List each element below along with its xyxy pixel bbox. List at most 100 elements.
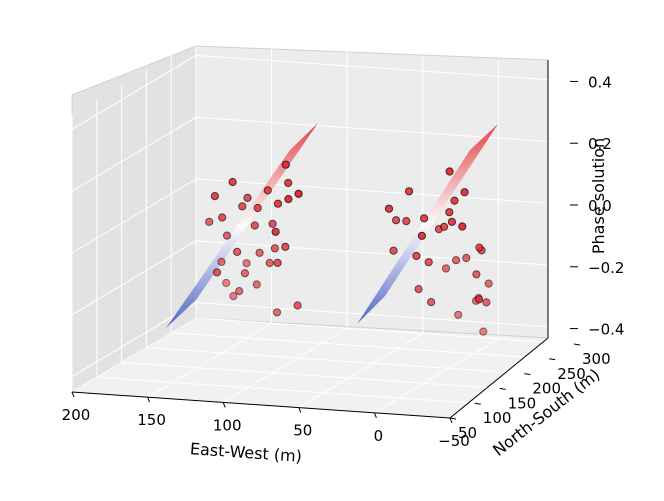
point-0-18 (273, 199, 283, 208)
x-axis-ticks: 200 150 100 50 0 −50 (62, 391, 470, 450)
point-0-16 (253, 203, 262, 213)
point-0-21 (284, 195, 293, 204)
point-0-15 (243, 193, 252, 202)
grid-x-floor-4 (374, 338, 499, 414)
point-0-4 (242, 259, 251, 268)
x-tick-mark-4 (373, 412, 377, 418)
point-0-30 (272, 308, 282, 317)
point-1-3 (484, 279, 493, 288)
axes-panes (70, 45, 550, 419)
y-tick-mark-3 (524, 373, 531, 376)
y-tick-mark-4 (549, 358, 556, 361)
y-tick-label-4: 250 (557, 365, 586, 383)
point-0-8 (233, 247, 242, 256)
point-1-26 (454, 310, 463, 319)
x-tick-label-2: 100 (213, 416, 242, 434)
point-1-31 (427, 298, 436, 307)
axis-lines (71, 60, 549, 419)
point-0-32 (271, 227, 280, 236)
point-0-11 (273, 258, 282, 267)
z-tick-label-0: −0.4 (588, 321, 624, 339)
surface-left-plane (166, 123, 318, 328)
point-0-1 (229, 292, 238, 301)
grid-x-floor-3 (298, 333, 424, 409)
grid-y-floor-1 (96, 376, 475, 404)
point-0-0 (222, 278, 231, 288)
scatter-points (205, 160, 493, 336)
point-1-23 (405, 187, 414, 196)
point-0-17 (263, 186, 272, 195)
grid-x-floor-5 (449, 343, 575, 419)
back-pane (195, 45, 549, 339)
point-0-26 (228, 177, 237, 187)
point-1-30 (389, 246, 398, 255)
x-tick-label-4: 0 (374, 427, 384, 445)
point-1-16 (450, 196, 459, 205)
grid-z-0 (71, 302, 575, 377)
grid-x-floor-0 (71, 317, 197, 393)
z-tick-label-3: 0.2 (588, 135, 612, 153)
x-tick-mark-1 (147, 397, 151, 403)
grid-z-1 (71, 240, 575, 316)
x-tick-mark-2 (222, 402, 226, 408)
point-0-19 (284, 178, 293, 188)
point-0-2 (235, 287, 244, 296)
x-axis-label: East-West (m) (189, 439, 302, 466)
point-1-8 (474, 295, 484, 304)
grid-y-floor-5 (195, 317, 575, 345)
y-tick-label-2: 150 (508, 394, 537, 412)
point-1-12 (424, 258, 433, 267)
grid-x-floor-2 (222, 327, 348, 403)
point-1-27 (482, 298, 491, 307)
point-0-24 (250, 221, 259, 230)
point-0-31 (268, 219, 277, 228)
grid-y-floor-2 (121, 361, 500, 389)
grid-z-3 (71, 116, 575, 192)
y-tick-mark-1 (474, 402, 481, 405)
x-tick-mark-3 (298, 407, 302, 413)
y-tick-mark-0 (449, 417, 457, 420)
point-1-15 (445, 208, 454, 217)
point-0-28 (212, 268, 222, 277)
grid-x-floor-1 (147, 322, 272, 398)
point-1-14 (440, 222, 449, 231)
y-axis-line (449, 337, 549, 419)
point-1-29 (417, 231, 426, 240)
point-0-9 (265, 258, 274, 268)
point-1-20 (412, 251, 421, 261)
x-axis-line (71, 391, 451, 419)
grid-z-4 (71, 54, 575, 130)
point-0-5 (217, 257, 226, 266)
point-0-22 (294, 189, 303, 198)
point-0-27 (210, 192, 219, 201)
y-tick-label-1: 100 (483, 409, 512, 427)
point-1-19 (458, 222, 467, 231)
point-1-10 (475, 243, 484, 252)
x-tick-label-0: 200 (62, 406, 91, 424)
z-tick-label-4: 0.4 (588, 73, 612, 91)
y-tick-mark-5 (573, 343, 581, 346)
point-0-13 (222, 231, 232, 240)
point-0-25 (281, 242, 290, 251)
point-1-25 (392, 216, 401, 225)
x-tick-label-3: 50 (293, 422, 312, 440)
point-1-5 (452, 256, 461, 265)
point-1-24 (384, 204, 394, 213)
x-tick-mark-0 (71, 391, 75, 398)
point-1-0 (479, 327, 488, 336)
x-tick-label-1: 150 (137, 411, 166, 429)
z-axis-ticks: −0.4 −0.2 0.0 0.2 0.4 (570, 73, 624, 339)
point-0-6 (252, 280, 261, 289)
point-0-23 (218, 213, 227, 222)
point-0-29 (293, 301, 302, 310)
point-1-18 (445, 167, 454, 176)
z-axis-label: Phase solution (589, 138, 608, 254)
point-1-17 (460, 188, 469, 197)
y-tick-label-5: 300 (582, 350, 611, 368)
y-tick-label-3: 200 (532, 380, 561, 398)
x-tick-mark-5 (449, 417, 453, 424)
point-0-7 (255, 248, 264, 257)
point-1-11 (414, 285, 423, 294)
